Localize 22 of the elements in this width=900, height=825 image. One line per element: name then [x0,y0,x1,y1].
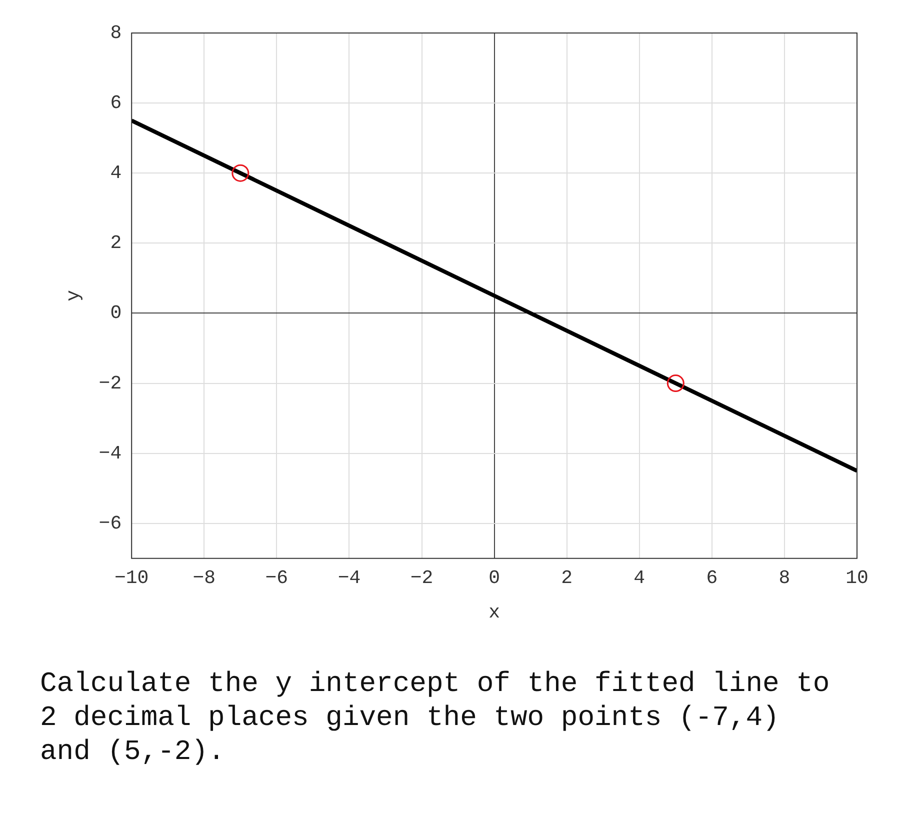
y-tick-label: 4 [110,162,122,184]
x-tick-label: −10 [114,566,149,589]
x-tick-label: −4 [338,566,361,589]
x-tick-label: −8 [192,566,216,589]
x-tick-label: 0 [488,566,500,589]
x-tick-label: 8 [778,566,790,589]
y-axis-title: y [62,290,84,302]
x-tick-label: 6 [706,566,718,589]
x-axis-title: x [488,602,500,624]
x-tick-label: 10 [846,566,868,589]
x-tick-label: −2 [410,566,434,589]
y-tick-label: −4 [98,442,122,464]
y-tick-label: 0 [110,302,122,324]
x-tick-label: 4 [634,566,646,589]
x-tick-label: 2 [561,566,573,589]
y-tick-label: 8 [110,22,122,44]
x-tick-label: −6 [265,566,288,589]
y-tick-label: 2 [110,232,122,254]
text: Calculate the y intercept of the fitted line to 2 decimal places given the two points (-7,4) and (5,-2). [40,668,830,770]
y-tick-label: −6 [98,512,122,534]
y-tick-label: −2 [98,372,122,394]
y-tick-label: 6 [110,92,122,114]
